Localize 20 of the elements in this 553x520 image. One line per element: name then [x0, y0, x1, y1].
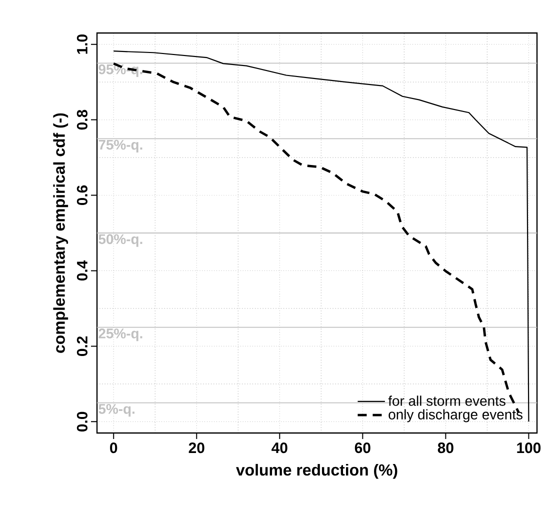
- ref-line-label: 25%-q.: [98, 328, 142, 342]
- y-tick-label: 0.8: [76, 110, 88, 130]
- y-tick-label: 0.0: [76, 412, 88, 432]
- legend-label: for all storm events: [388, 396, 506, 406]
- y-tick-label: 1.0: [76, 34, 88, 54]
- x-tick-label: 60: [354, 442, 370, 454]
- ref-line-label: 50%-q.: [98, 234, 142, 247]
- ref-line-label: 5%-q.: [98, 404, 134, 417]
- ref-line-label: 75%-q.: [98, 140, 142, 152]
- x-tick-label: 20: [188, 442, 204, 454]
- y-tick-label: 0.4: [76, 260, 88, 281]
- x-tick-label: 80: [438, 442, 454, 454]
- y-tick-label: 0.6: [76, 185, 88, 206]
- y-tick-label: 0.2: [76, 336, 88, 356]
- x-tick-label: 100: [517, 442, 541, 454]
- x-axis-title: volume reduction (%): [236, 464, 398, 479]
- legend-label: only discharge events: [388, 409, 522, 422]
- y-axis-title: complementary empirical cdf (-): [53, 113, 68, 353]
- x-tick-label: 0: [110, 442, 118, 454]
- x-tick-label: 40: [272, 442, 288, 454]
